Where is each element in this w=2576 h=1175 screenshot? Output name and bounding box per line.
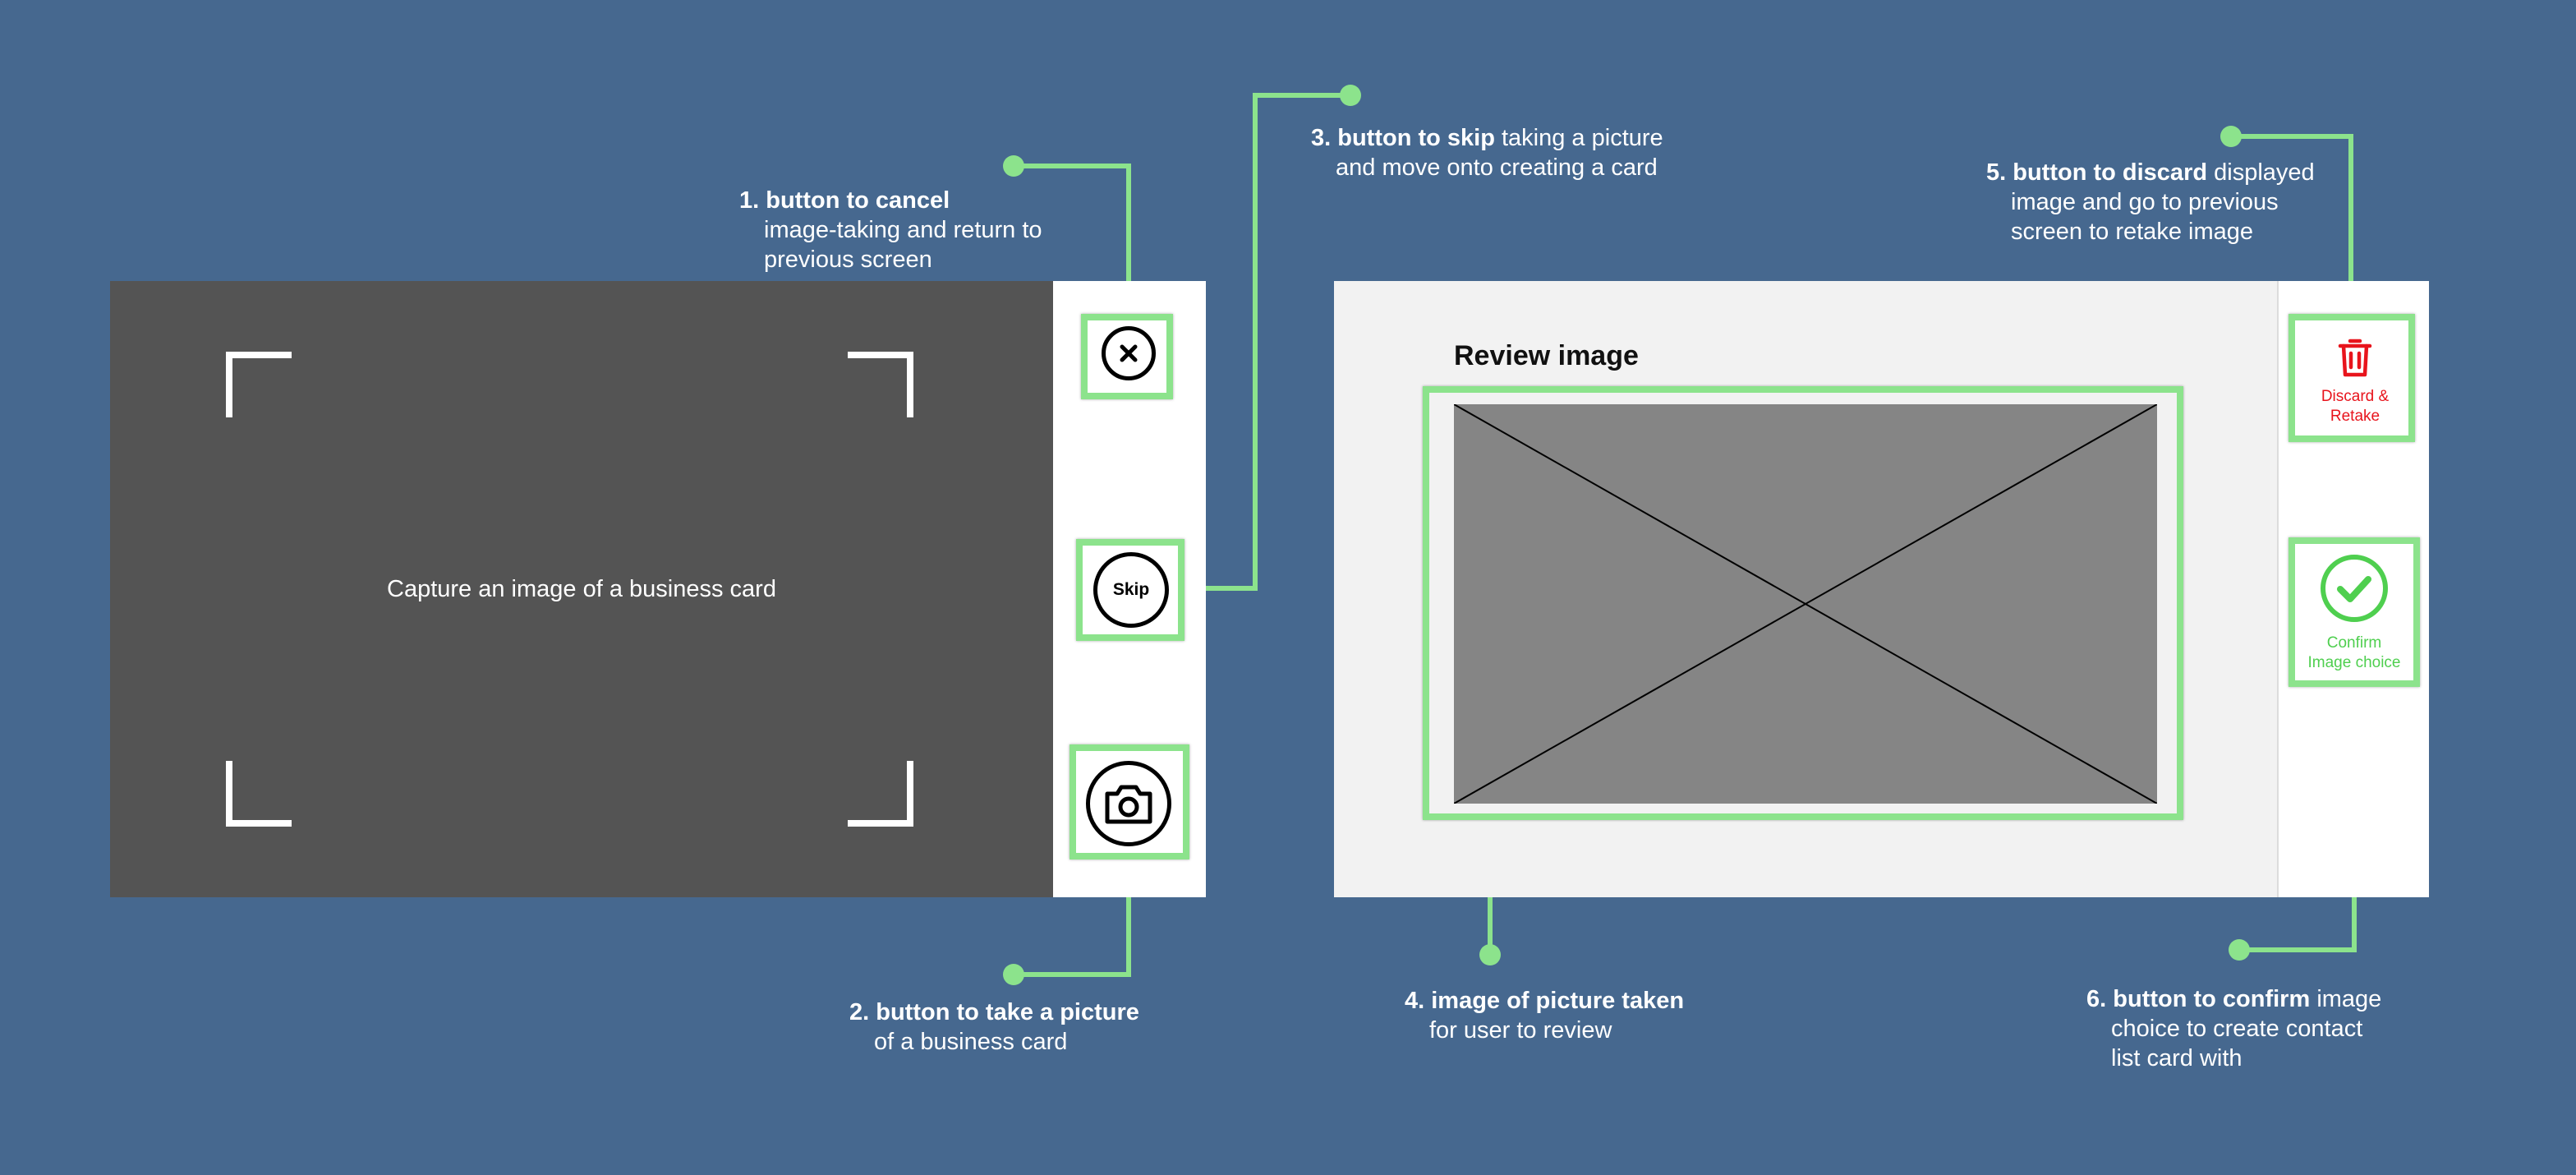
annotation-6-line2: list card with — [2111, 1045, 2242, 1071]
annotation-6: 6. button to confirm image choice to cre… — [2086, 984, 2381, 1073]
annotation-6-line1: choice to create contact — [2111, 1016, 2363, 1042]
annotation-3-title: button to skip — [1337, 125, 1495, 151]
annotation-2-number: 2. — [849, 999, 870, 1025]
annotation-5-title: button to discard — [2012, 159, 2208, 186]
annotation-5-rest: displayed — [2207, 159, 2315, 186]
camera-viewfinder[interactable]: Capture an image of a business card — [110, 281, 1053, 897]
annotation-dot-4 — [1479, 944, 1501, 965]
annotation-6-rest: image — [2310, 986, 2382, 1012]
annotation-5-line2: screen to retake image — [2011, 219, 2253, 245]
capture-photo-button[interactable] — [1086, 761, 1171, 846]
annotation-2-title: button to take a picture — [876, 999, 1139, 1025]
connector-1 — [1014, 164, 1131, 316]
viewfinder-caption: Capture an image of a business card — [387, 576, 776, 602]
discard-label-line2: Retake — [2330, 408, 2380, 425]
annotation-4-line1: for user to review — [1429, 1017, 1612, 1044]
annotation-4: 4. image of picture taken for user to re… — [1405, 986, 1684, 1045]
annotation-dot-6 — [2229, 939, 2250, 961]
trash-icon — [2338, 339, 2372, 377]
captured-image-preview — [1453, 403, 2158, 804]
annotation-dot-5 — [2220, 126, 2242, 147]
annotation-1-line2: previous screen — [764, 247, 932, 273]
viewfinder-corner-bottom-left — [226, 761, 292, 827]
viewfinder-corner-top-right — [848, 352, 913, 417]
confirm-image-button[interactable]: Confirm Image choice — [2293, 544, 2415, 684]
annotation-4-title: image of picture taken — [1431, 988, 1685, 1014]
annotation-1-title: button to cancel — [766, 187, 950, 214]
image-placeholder-icon — [1453, 403, 2158, 804]
skip-button[interactable]: Skip — [1093, 552, 1169, 628]
annotation-3: 3. button to skip taking a picture and m… — [1311, 123, 1663, 182]
annotation-2: 2. button to take a picture of a busines… — [849, 998, 1139, 1057]
annotation-5-line1: image and go to previous — [2011, 189, 2279, 215]
annotation-3-number: 3. — [1311, 125, 1332, 151]
check-circle-icon — [2321, 555, 2388, 622]
review-screen: Review image — [1334, 281, 2429, 897]
connector-5 — [2231, 134, 2353, 316]
annotation-3-rest: taking a picture — [1494, 125, 1663, 151]
confirm-label-line2: Image choice — [2307, 654, 2401, 671]
page-title: Review image — [1454, 340, 1639, 371]
review-sidebar — [2277, 281, 2429, 897]
review-main-panel: Review image — [1334, 281, 2277, 897]
camera-screen: Capture an image of a business card — [110, 281, 1206, 897]
annotation-4-number: 4. — [1405, 988, 1425, 1014]
cancel-button[interactable] — [1102, 326, 1156, 380]
annotation-dot-2 — [1003, 964, 1024, 985]
annotation-1: 1. button to cancel image-taking and ret… — [739, 186, 1042, 274]
annotation-dot-3 — [1340, 85, 1361, 106]
annotation-1-line1: image-taking and return to — [764, 217, 1042, 243]
skip-button-label: Skip — [1112, 580, 1150, 599]
camera-icon — [1105, 785, 1152, 824]
annotation-2-line1: of a business card — [874, 1029, 1068, 1055]
discard-retake-button[interactable]: Discard & Retake — [2300, 322, 2410, 437]
connector-3 — [1183, 93, 1350, 591]
close-icon — [1120, 344, 1138, 362]
viewfinder-corner-top-left — [226, 352, 292, 417]
annotation-1-number: 1. — [739, 187, 760, 214]
annotation-6-number: 6. — [2086, 986, 2107, 1012]
annotation-dot-1 — [1003, 155, 1024, 177]
confirm-label-line1: Confirm — [2326, 634, 2382, 652]
annotation-5: 5. button to discard displayed image and… — [1986, 158, 2315, 247]
viewfinder-corner-bottom-right — [848, 761, 913, 827]
discard-label-line1: Discard & — [2321, 388, 2390, 405]
annotation-5-number: 5. — [1986, 159, 2007, 186]
annotation-3-line1: and move onto creating a card — [1336, 154, 1658, 181]
annotation-6-title: button to confirm — [2113, 986, 2311, 1012]
